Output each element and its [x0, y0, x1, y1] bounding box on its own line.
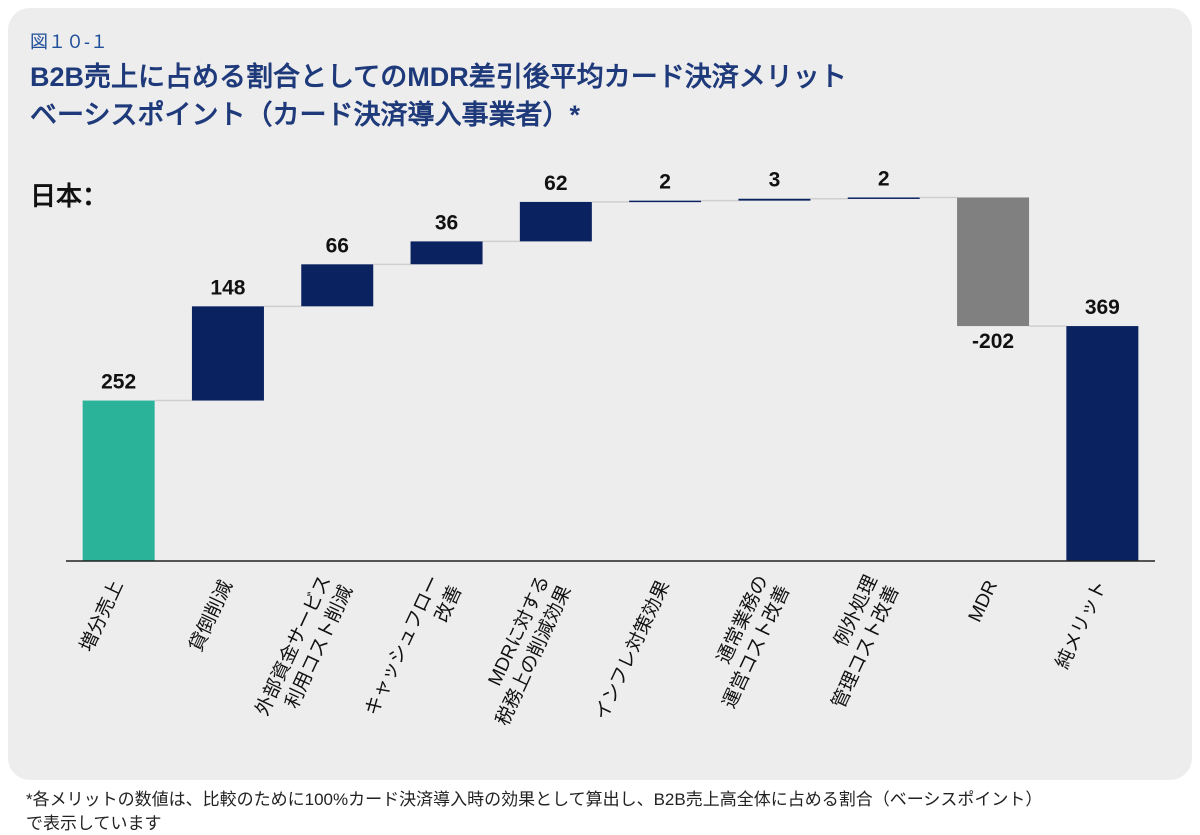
- bar: [519, 201, 592, 242]
- bar: [410, 241, 483, 265]
- figure-label: 図１０-１: [30, 32, 108, 52]
- value-label: 3: [769, 169, 781, 192]
- bar: [191, 306, 264, 401]
- value-label: 66: [326, 234, 349, 257]
- value-label: 148: [210, 276, 245, 299]
- bar: [738, 198, 811, 201]
- value-label: 36: [435, 211, 458, 234]
- subtitle: 日本：: [30, 181, 108, 211]
- value-label: -202: [972, 330, 1014, 353]
- bar: [629, 200, 702, 203]
- bar: [847, 197, 920, 199]
- value-label: 2: [659, 171, 671, 194]
- value-label: 252: [101, 371, 136, 394]
- value-label: 2: [878, 167, 890, 190]
- title: ベーシスポイント（カード決済導入事業者）*: [30, 99, 580, 130]
- bar: [301, 264, 374, 307]
- value-label: 369: [1085, 296, 1120, 319]
- footnote: で表示しています: [26, 814, 162, 833]
- card: [8, 8, 1192, 780]
- bar: [1066, 326, 1139, 561]
- value-label: 62: [544, 172, 567, 195]
- bar: [957, 197, 1030, 327]
- title: B2B売上に占める割合としてのMDR差引後平均カード決済メリット: [30, 61, 847, 92]
- footnote: *各メリットの数値は、比較のために100%カード決済導入時の効果として算出し、B…: [26, 790, 1042, 809]
- bar: [82, 400, 155, 561]
